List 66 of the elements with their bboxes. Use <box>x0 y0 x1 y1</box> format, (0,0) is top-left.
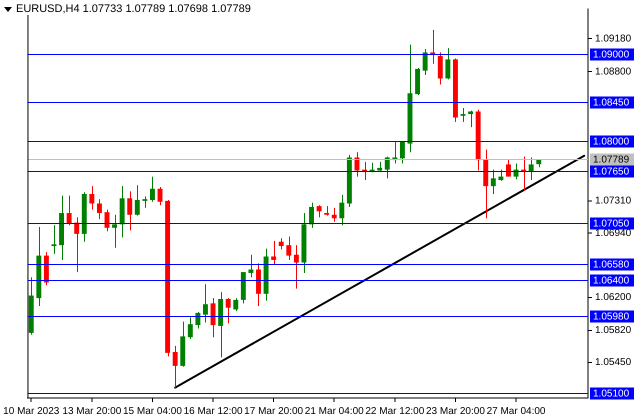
candlestick <box>339 194 344 226</box>
x-tick-label: 16 Mar 12:00 <box>184 406 243 417</box>
candlestick <box>158 186 162 206</box>
candlestick <box>460 107 466 122</box>
candlestick <box>142 196 148 208</box>
candlestick <box>294 244 299 290</box>
ref-line-label: 1.09000 <box>593 49 630 60</box>
candlestick <box>332 207 337 222</box>
candlestick <box>104 209 110 232</box>
candlestick <box>203 284 208 323</box>
ref-line-label: 1.06400 <box>593 275 630 286</box>
x-tick-label: 22 Mar 12:00 <box>365 406 425 417</box>
candlestick <box>309 202 314 228</box>
x-tick-label: 13 Mar 20:00 <box>62 406 122 417</box>
ref-line-label: 1.07789 <box>593 154 630 166</box>
candlestick <box>528 156 534 181</box>
y-tick-label: 1.08800 <box>595 66 632 78</box>
candlestick <box>498 169 504 182</box>
candlestick <box>89 186 94 210</box>
candlestick <box>127 190 132 231</box>
ref-line-label: 1.06580 <box>593 259 630 270</box>
candlestick <box>172 345 178 388</box>
candlestick <box>324 206 330 216</box>
candlestick <box>226 298 231 324</box>
ref-line-label: 1.07050 <box>593 218 630 230</box>
candlestick <box>195 312 200 330</box>
candlestick <box>286 236 292 260</box>
candlestick <box>445 48 450 80</box>
x-tick-label: 17 Mar 20:00 <box>244 406 304 417</box>
x-tick-label: 10 Mar 2023 <box>3 406 60 417</box>
ref-line-label: 1.05100 <box>593 388 630 400</box>
x-tick-label: 21 Mar 04:00 <box>304 406 364 417</box>
candlestick <box>112 214 118 248</box>
ref-line-label: 1.08450 <box>593 97 630 108</box>
ref-line-label: 1.05980 <box>593 311 630 322</box>
y-tick-label: 1.06200 <box>595 292 632 304</box>
candlestick <box>506 158 511 178</box>
candlestick <box>74 216 80 273</box>
ref-line-label: 1.07650 <box>593 166 630 178</box>
y-tick-label: 1.05820 <box>595 325 632 336</box>
candlestick <box>96 198 102 220</box>
y-tick-label: 1.09180 <box>595 33 632 44</box>
candlestick <box>377 161 382 172</box>
candlestick <box>354 152 360 178</box>
candlestick <box>66 195 72 226</box>
candlestick <box>438 52 443 86</box>
x-tick-label: 15 Mar 04:00 <box>122 406 182 417</box>
candlestick <box>422 48 428 76</box>
x-tick-label: 23 Mar 20:00 <box>426 406 486 417</box>
candlestick <box>278 238 284 250</box>
candlestick <box>233 298 238 312</box>
y-tick-label: 1.07310 <box>595 196 632 207</box>
y-tick-label: 1.05450 <box>595 357 632 368</box>
candlestick <box>188 316 193 340</box>
candlestick <box>271 240 276 265</box>
candlestick <box>490 169 496 194</box>
candlestick <box>400 140 405 164</box>
chart-title: EURUSD,H4 1.07733 1.07789 1.07698 1.07789 <box>16 3 251 15</box>
candlestick <box>150 176 155 202</box>
candlestick <box>248 254 254 278</box>
candlestick <box>134 184 140 216</box>
candlestick <box>210 298 216 338</box>
candlestick <box>316 204 322 218</box>
x-tick-label: 27 Mar 04:00 <box>486 406 546 417</box>
candlestick <box>468 110 474 128</box>
ref-line-label: 1.08000 <box>593 136 630 148</box>
